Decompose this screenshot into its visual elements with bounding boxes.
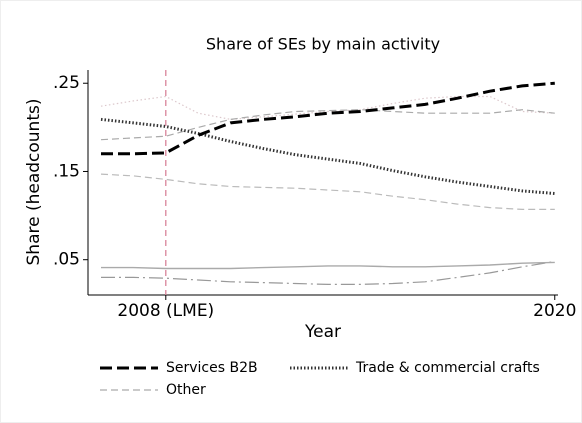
series-line	[100, 173, 555, 210]
y-tick-label: .05	[53, 250, 80, 270]
legend-label: Trade & commercial crafts	[355, 360, 540, 376]
y-tick-label: .25	[53, 73, 80, 93]
series-line	[100, 109, 555, 141]
x-tick-label: 2008 (LME)	[117, 301, 214, 321]
series-line	[101, 260, 555, 285]
legend-label: Services B2B	[166, 360, 258, 376]
series-line	[101, 261, 555, 270]
series-line	[101, 81, 555, 156]
x-axis-label: Year	[304, 322, 341, 342]
series-line	[100, 95, 555, 121]
chart-title: Share of SEs by main activity	[206, 35, 440, 54]
y-axis-label: Share (headcounts)	[24, 99, 44, 266]
legend-label: Other	[166, 382, 206, 398]
x-tick-label: 2020	[533, 301, 576, 321]
y-tick-label: .15	[53, 161, 80, 181]
